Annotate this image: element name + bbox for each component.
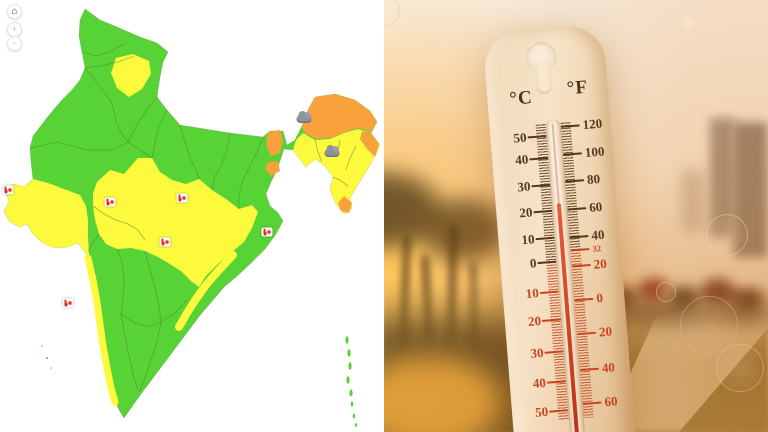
map-zoom-in-button[interactable]: + xyxy=(7,22,22,37)
alert-region-northeast-yellow xyxy=(293,129,380,214)
state-border xyxy=(179,124,200,180)
state-border xyxy=(138,321,162,393)
map-home-button[interactable]: ⌂ xyxy=(7,4,22,19)
east-coast-yellow xyxy=(175,251,237,331)
alert-region-east-strip-orange xyxy=(360,131,379,157)
state-border xyxy=(111,102,129,143)
alert-region-gujarat-yellow xyxy=(4,179,90,268)
alert-region-himachal-yellow xyxy=(111,54,151,97)
plus-icon: + xyxy=(11,24,18,34)
west-coast-yellow xyxy=(84,254,119,406)
state-border xyxy=(144,250,162,323)
state-border xyxy=(87,233,100,253)
state-border xyxy=(84,55,135,69)
state-border xyxy=(29,141,129,151)
alert-region-south-east-orange xyxy=(338,196,352,213)
state-border xyxy=(211,132,231,191)
island xyxy=(355,423,357,427)
island xyxy=(50,367,52,369)
island xyxy=(346,376,350,384)
bokeh-circle xyxy=(706,214,748,256)
map-canvas[interactable] xyxy=(0,0,384,432)
state-border xyxy=(345,145,357,171)
building-silhouette xyxy=(682,170,704,232)
state-border xyxy=(127,96,158,143)
island xyxy=(41,345,43,347)
thermometer-photo: °C °F 5040302010010203040501201008060403… xyxy=(384,0,768,432)
alert-region-sikkim-orange-2 xyxy=(265,161,280,176)
state-border xyxy=(332,176,349,187)
bokeh-circle xyxy=(680,296,738,354)
state-border xyxy=(81,43,125,57)
home-icon: ⌂ xyxy=(11,5,18,17)
island xyxy=(350,401,354,407)
island xyxy=(352,413,356,419)
bokeh-dot xyxy=(684,18,694,28)
state-border xyxy=(84,67,113,104)
state-border xyxy=(120,299,188,328)
island xyxy=(46,357,48,359)
bokeh-circle xyxy=(716,344,764,392)
state-border xyxy=(92,205,146,241)
alert-region-arunachal-orange xyxy=(302,94,377,139)
map-zoom-out-button[interactable]: − xyxy=(7,36,22,51)
alert-region-sikkim-orange-1 xyxy=(266,130,283,156)
state-border xyxy=(151,109,168,159)
island xyxy=(345,336,349,344)
island xyxy=(349,389,353,397)
minus-icon: − xyxy=(11,38,18,48)
warm-color-overlay xyxy=(384,0,768,432)
bokeh-circle xyxy=(656,282,676,302)
state-border xyxy=(116,248,125,315)
state-border xyxy=(314,139,323,163)
state-border xyxy=(127,141,153,159)
india-weather-map-panel: ⌂ + − xyxy=(0,0,384,432)
alert-region-central-band-yellow xyxy=(93,158,258,287)
state-border xyxy=(238,136,264,209)
state-border xyxy=(120,313,139,391)
island xyxy=(347,349,351,357)
island xyxy=(348,362,352,370)
